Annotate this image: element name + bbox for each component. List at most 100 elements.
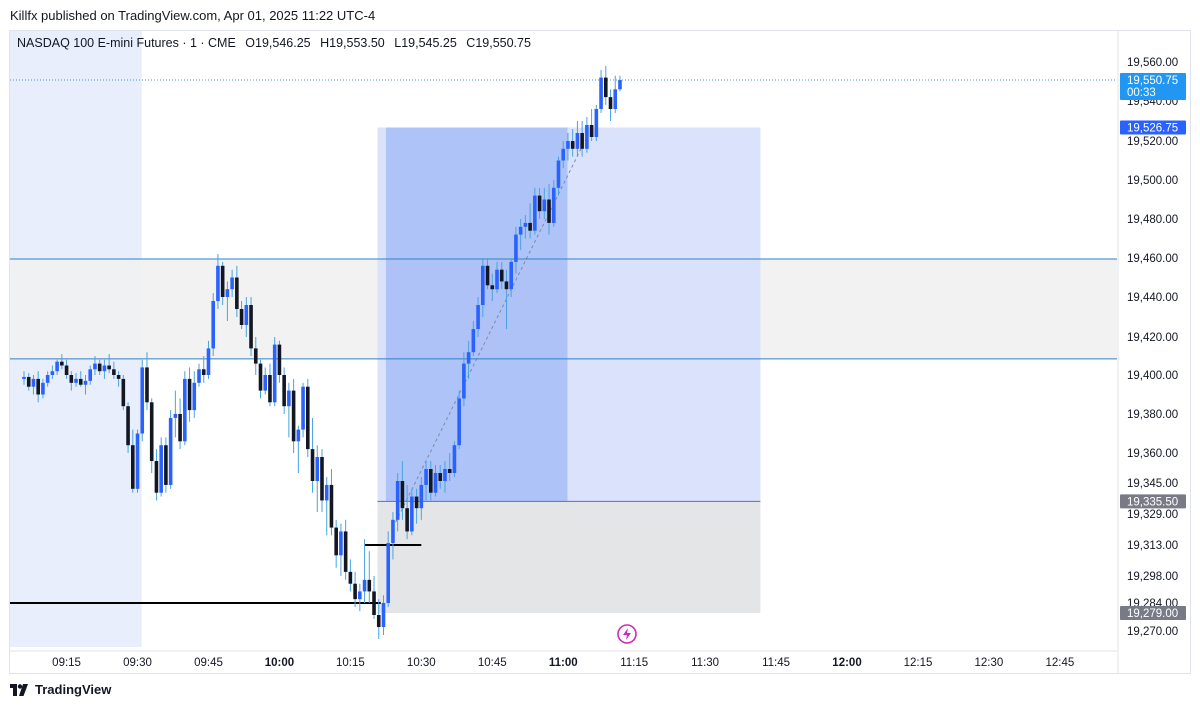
candle-body-28 xyxy=(154,461,159,493)
legend-open: O19,546.25 xyxy=(245,36,311,50)
y-tick-label: 19,270.00 xyxy=(1127,626,1178,638)
candle-body-111 xyxy=(547,199,551,223)
candle-body-70 xyxy=(353,583,357,600)
tradingview-brand[interactable]: TradingView xyxy=(10,682,111,697)
candle-body-38 xyxy=(201,369,206,375)
candle-body-61 xyxy=(310,449,315,481)
candle-body-7 xyxy=(55,361,59,372)
x-tick-label: 10:30 xyxy=(407,657,436,669)
candle-body-54 xyxy=(277,344,282,375)
chart-frame[interactable] xyxy=(9,30,1191,674)
candle-body-53 xyxy=(272,344,277,403)
candle-body-17 xyxy=(102,365,107,372)
x-tick-label: 12:30 xyxy=(975,657,1004,669)
candle-body-59 xyxy=(301,386,305,430)
candle-body-115 xyxy=(566,141,570,149)
candle-body-4 xyxy=(41,382,45,395)
symbol-legend[interactable]: NASDAQ 100 E-mini Futures · 1 · CME O19,… xyxy=(17,36,537,50)
candle-body-0 xyxy=(22,376,26,379)
candle-body-60 xyxy=(306,386,310,450)
y-tick-label: 19,500.00 xyxy=(1127,175,1178,187)
last-price-value: 19,550.75 xyxy=(1127,75,1178,87)
candle-body-27 xyxy=(149,402,154,461)
y-tick-label: 19,329.00 xyxy=(1127,509,1178,521)
candle-body-86 xyxy=(428,469,433,493)
price-label-stop: 19,279.00 xyxy=(1127,608,1178,620)
last-price-countdown: 00:33 xyxy=(1127,87,1156,99)
candle-body-110 xyxy=(542,199,547,212)
candle-body-99 xyxy=(490,285,495,290)
candle-body-31 xyxy=(168,417,173,485)
candle-body-3 xyxy=(36,378,40,395)
stop-zone xyxy=(377,501,761,613)
candle-body-65 xyxy=(329,484,334,528)
candle-body-79 xyxy=(395,481,400,520)
candle-body-71 xyxy=(358,591,362,600)
candle-body-19 xyxy=(112,369,116,375)
candle-body-81 xyxy=(405,508,409,532)
published-caption: Killfx published on TradingView.com, Apr… xyxy=(10,8,376,23)
trade-path-line xyxy=(392,136,588,528)
candle-body-88 xyxy=(438,473,443,481)
x-tick-label: 10:45 xyxy=(478,657,507,669)
candle-body-94 xyxy=(466,352,471,364)
candle-body-76 xyxy=(381,603,386,627)
candle-body-92 xyxy=(457,398,461,446)
candle-body-25 xyxy=(140,367,145,434)
y-tick-label: 19,440.00 xyxy=(1127,292,1178,304)
price-label-target: 19,526.75 xyxy=(1127,123,1178,135)
price-label-entry: 19,335.50 xyxy=(1127,496,1178,508)
candle-body-112 xyxy=(551,187,556,223)
candle-body-37 xyxy=(197,369,201,383)
candle-body-52 xyxy=(268,375,272,403)
candle-body-101 xyxy=(499,269,504,282)
candle-body-11 xyxy=(74,378,78,383)
x-tick-label: 09:30 xyxy=(123,657,152,669)
candle-body-90 xyxy=(447,469,452,473)
x-tick-label: 11:15 xyxy=(620,657,648,669)
price-label-box-entry xyxy=(1120,494,1186,509)
candle-body-64 xyxy=(324,484,329,501)
candle-body-57 xyxy=(291,390,296,442)
candle-body-14 xyxy=(88,369,93,381)
candle-body-21 xyxy=(121,378,126,407)
candle-body-1 xyxy=(26,376,31,387)
tradingview-logo-icon xyxy=(10,683,28,696)
candle-body-96 xyxy=(476,305,480,329)
y-tick-label: 19,345.00 xyxy=(1127,478,1178,490)
y-tick-label: 19,460.00 xyxy=(1127,253,1178,265)
candle-body-123 xyxy=(603,77,608,98)
candle-body-9 xyxy=(64,365,69,375)
candle-body-119 xyxy=(585,125,589,149)
candle-body-50 xyxy=(258,363,263,391)
candle-body-16 xyxy=(97,363,102,372)
candle-body-124 xyxy=(608,97,613,109)
candle-body-12 xyxy=(78,378,83,385)
candle-body-26 xyxy=(145,367,149,403)
candle-body-106 xyxy=(523,222,528,227)
candle-body-48 xyxy=(249,305,253,349)
x-tick-label: 10:00 xyxy=(265,657,294,669)
lightning-bolt-glyph xyxy=(623,628,631,640)
candle-body-97 xyxy=(481,265,485,305)
candle-body-98 xyxy=(485,265,490,286)
candle-body-55 xyxy=(282,375,286,407)
y-tick-label: 19,420.00 xyxy=(1127,332,1178,344)
candle-body-2 xyxy=(31,378,36,387)
candle-body-51 xyxy=(263,375,268,391)
candle-body-10 xyxy=(69,375,74,383)
legend-symbol: NASDAQ 100 E-mini Futures · 1 · CME xyxy=(17,36,236,50)
candle-body-114 xyxy=(561,148,566,161)
candle-body-84 xyxy=(419,484,424,509)
y-tick-label: 19,400.00 xyxy=(1127,370,1178,382)
y-tick-label: 19,380.00 xyxy=(1127,409,1178,421)
candle-body-32 xyxy=(173,414,178,418)
legend-close: C19,550.75 xyxy=(466,36,531,50)
candle-body-13 xyxy=(83,380,88,385)
y-tick-label: 19,520.00 xyxy=(1127,136,1178,148)
candle-body-120 xyxy=(589,125,594,137)
legend-high: H19,553.50 xyxy=(320,36,385,50)
x-tick-label: 12:00 xyxy=(832,657,861,669)
candle-body-77 xyxy=(386,543,391,603)
